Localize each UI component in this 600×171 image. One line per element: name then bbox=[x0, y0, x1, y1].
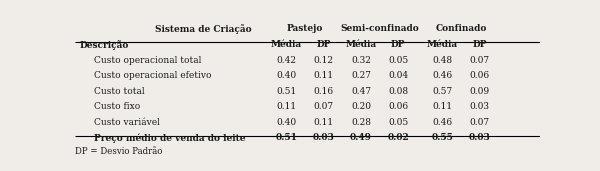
Text: DP: DP bbox=[317, 40, 331, 49]
Text: 0.02: 0.02 bbox=[388, 133, 409, 142]
Text: 0.16: 0.16 bbox=[314, 87, 334, 96]
Text: Custo operacional efetivo: Custo operacional efetivo bbox=[94, 71, 211, 80]
Text: 0.11: 0.11 bbox=[314, 118, 334, 127]
Text: 0.03: 0.03 bbox=[313, 133, 335, 142]
Text: 0.27: 0.27 bbox=[351, 71, 371, 80]
Text: Custo total: Custo total bbox=[94, 87, 144, 96]
Text: Confinado: Confinado bbox=[435, 24, 487, 34]
Text: DP: DP bbox=[391, 40, 406, 49]
Text: Preço médio de venda do leite: Preço médio de venda do leite bbox=[94, 133, 245, 143]
Text: 0.04: 0.04 bbox=[388, 71, 408, 80]
Text: Média: Média bbox=[346, 40, 377, 49]
Text: Custo operacional total: Custo operacional total bbox=[94, 56, 201, 64]
Text: 0.55: 0.55 bbox=[431, 133, 453, 142]
Text: 0.40: 0.40 bbox=[277, 118, 296, 127]
Text: 0.03: 0.03 bbox=[470, 102, 490, 111]
Text: 0.12: 0.12 bbox=[314, 56, 334, 64]
Text: 0.08: 0.08 bbox=[388, 87, 408, 96]
Text: Sistema de Criação: Sistema de Criação bbox=[155, 24, 251, 34]
Text: Pastejo: Pastejo bbox=[287, 24, 323, 34]
Text: 0.28: 0.28 bbox=[351, 118, 371, 127]
Text: 0.11: 0.11 bbox=[314, 71, 334, 80]
Text: 0.06: 0.06 bbox=[388, 102, 408, 111]
Text: 0.09: 0.09 bbox=[469, 87, 490, 96]
Text: DP: DP bbox=[472, 40, 487, 49]
Text: 0.32: 0.32 bbox=[351, 56, 371, 64]
Text: 0.51: 0.51 bbox=[275, 133, 298, 142]
Text: DP = Desvio Padrão: DP = Desvio Padrão bbox=[75, 147, 163, 156]
Text: 0.03: 0.03 bbox=[469, 133, 490, 142]
Text: Semi-confinado: Semi-confinado bbox=[340, 24, 419, 34]
Text: 0.06: 0.06 bbox=[469, 71, 490, 80]
Text: 0.05: 0.05 bbox=[388, 118, 408, 127]
Text: Custo fixo: Custo fixo bbox=[94, 102, 140, 111]
Text: Média: Média bbox=[427, 40, 458, 49]
Text: 0.07: 0.07 bbox=[469, 56, 490, 64]
Text: 0.40: 0.40 bbox=[277, 71, 296, 80]
Text: 0.42: 0.42 bbox=[277, 56, 296, 64]
Text: 0.51: 0.51 bbox=[277, 87, 297, 96]
Text: 0.07: 0.07 bbox=[469, 118, 490, 127]
Text: Custo variável: Custo variável bbox=[94, 118, 160, 127]
Text: Média: Média bbox=[271, 40, 302, 49]
Text: 0.48: 0.48 bbox=[432, 56, 452, 64]
Text: 0.11: 0.11 bbox=[432, 102, 452, 111]
Text: 0.11: 0.11 bbox=[277, 102, 296, 111]
Text: 0.46: 0.46 bbox=[432, 118, 452, 127]
Text: 0.07: 0.07 bbox=[314, 102, 334, 111]
Text: 0.49: 0.49 bbox=[350, 133, 372, 142]
Text: 0.47: 0.47 bbox=[351, 87, 371, 96]
Text: Descrição: Descrição bbox=[80, 40, 129, 50]
Text: 0.57: 0.57 bbox=[432, 87, 452, 96]
Text: 0.05: 0.05 bbox=[388, 56, 408, 64]
Text: 0.20: 0.20 bbox=[351, 102, 371, 111]
Text: 0.46: 0.46 bbox=[432, 71, 452, 80]
